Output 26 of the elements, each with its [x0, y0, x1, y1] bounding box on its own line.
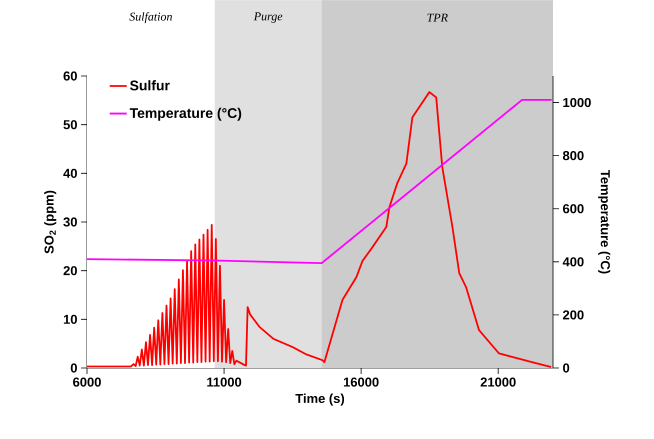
- y2-tick-label: 800: [562, 151, 584, 160]
- band-label: TPR: [427, 14, 448, 22]
- y-axis-title: SO$_{2}$ (ppm): [44, 190, 56, 254]
- y-tick-label: 20: [64, 266, 77, 276]
- y2-tick-label: 0: [563, 363, 570, 373]
- y2-axis-title: Temperature (°C): [598, 170, 610, 274]
- y-tick-label: 10: [64, 314, 77, 324]
- y2-tick-label: 1000: [563, 98, 591, 108]
- x-tick-label: 21000: [480, 378, 516, 387]
- x-tick-label: 6000: [73, 378, 101, 387]
- x-tick-label: 11000: [207, 378, 242, 387]
- y2-tick-label: 400: [562, 257, 584, 266]
- y-tick-label: 40: [63, 168, 77, 178]
- y-tick-label: 60: [64, 71, 77, 81]
- legend-label: Temperature (°C): [130, 108, 242, 121]
- y-tick-label: 50: [63, 120, 77, 130]
- band-label: Sulfation: [129, 12, 172, 24]
- legend-label: Sulfur: [130, 80, 170, 90]
- y-tick-label: 30: [63, 217, 77, 227]
- y2-tick-label: 200: [562, 310, 584, 320]
- x-axis-title: Time (s): [295, 394, 344, 406]
- band-label: Purge: [254, 12, 282, 23]
- line-series: [86, 98, 553, 264]
- y-tick-label: 0: [70, 363, 77, 373]
- y2-tick-label: 600: [562, 204, 584, 214]
- x-tick-label: 16000: [344, 378, 379, 387]
